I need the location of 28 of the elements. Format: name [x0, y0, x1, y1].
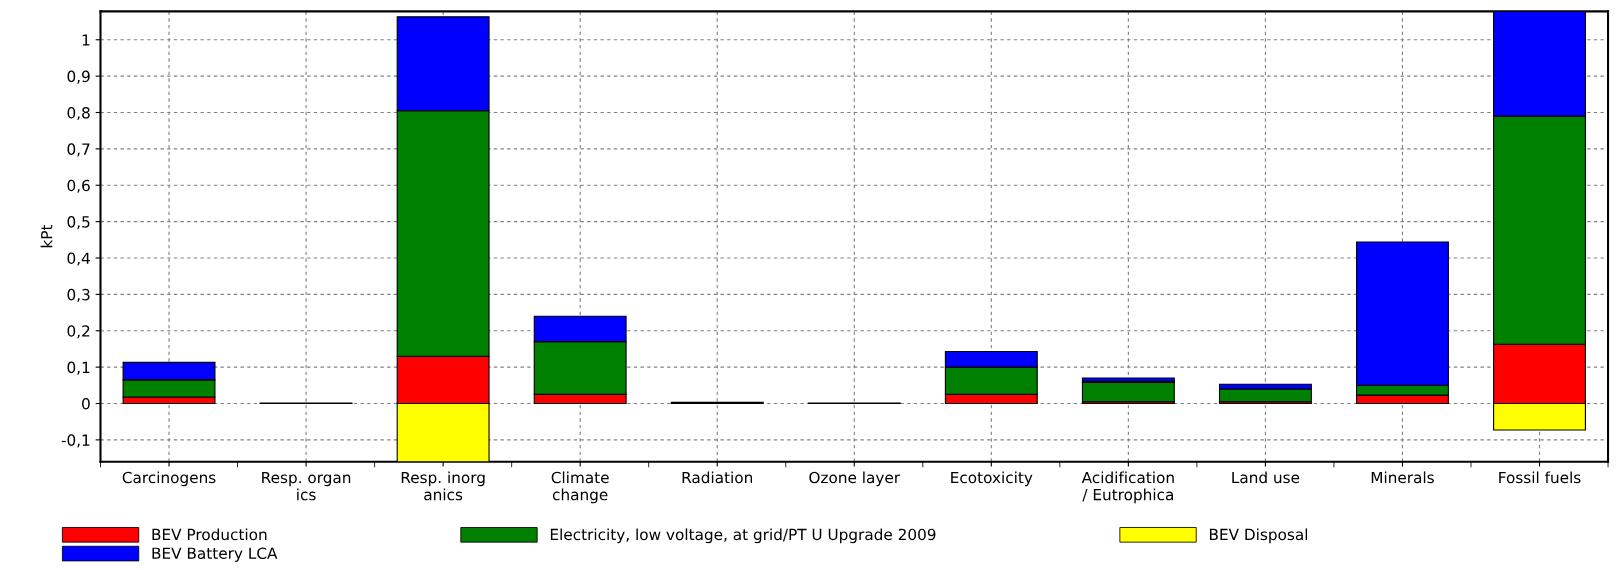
y-tick-label: 0,2: [67, 325, 90, 339]
x-tick-label: Ecotoxicity: [951, 471, 1033, 487]
y-tick-label: 0,4: [67, 252, 90, 266]
legend-label: BEV Battery LCA: [152, 547, 278, 562]
x-tick-label: Land use: [1232, 471, 1300, 484]
legend-label: Electricity, low voltage, at grid/PT U Upgrade 2009: [550, 528, 936, 544]
x-tick-label: Carcinogens: [122, 471, 216, 487]
x-tick-label: Climate change: [551, 471, 609, 504]
x-tick-label: Ozone layer: [809, 471, 901, 487]
y-tick-label: 0,8: [67, 106, 90, 121]
y-tick-label: 0,9: [67, 70, 90, 84]
x-tick-label: Resp. organ ics: [262, 471, 351, 501]
x-tick-label: Radiation: [682, 471, 753, 484]
y-axis-title: kPt: [40, 224, 53, 248]
y-tick-label: 0,3: [67, 288, 90, 302]
x-tick-label: Minerals: [1371, 471, 1434, 484]
y-tick-label: 0,7: [67, 143, 90, 157]
x-tick-label: Resp. inorg anics: [401, 471, 485, 501]
y-tick-label: -0,1: [61, 434, 90, 448]
y-tick-label: 0,6: [67, 179, 90, 193]
x-tick-label: Acidification / Eutrophica: [1081, 471, 1174, 504]
x-tick-label: Fossil fuels: [1499, 471, 1581, 484]
y-tick-label: 0,1: [67, 361, 90, 375]
legend-label: BEV Production: [152, 528, 267, 541]
y-tick-label: 0: [82, 397, 90, 410]
y-tick-label: 1: [82, 34, 90, 46]
legend-label: BEV Disposal: [1209, 528, 1308, 544]
y-tick-label: 0,5: [67, 216, 90, 230]
